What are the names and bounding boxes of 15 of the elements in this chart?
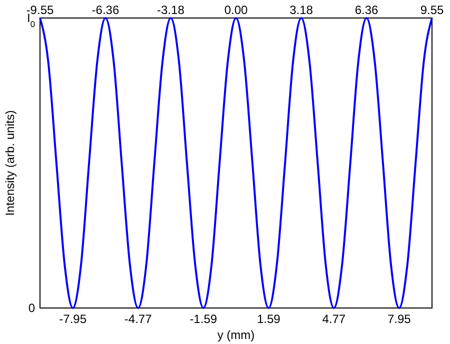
x-tick-label: 4.77 xyxy=(322,312,346,326)
x2-tick-label: 6.36 xyxy=(354,3,379,17)
x-tick-label: -4.77 xyxy=(124,312,152,326)
y-axis-title: Intensity (arb. units) xyxy=(3,110,17,216)
x-axis-title: y (mm) xyxy=(217,328,255,342)
x-tick-label: 1.59 xyxy=(256,312,281,326)
x-tick-label: 7.95 xyxy=(387,312,412,326)
x2-tick-label: -6.36 xyxy=(92,3,120,17)
x2-tick-label: 9.55 xyxy=(420,3,444,17)
x2-tick-label: -3.18 xyxy=(157,3,185,17)
x-tick-label: -7.95 xyxy=(59,312,87,326)
text: 0 xyxy=(28,301,36,315)
x2-tick-label: 3.18 xyxy=(290,3,314,17)
x2-tick-label: 0.00 xyxy=(224,3,248,17)
x-tick-label: -1.59 xyxy=(190,312,218,326)
